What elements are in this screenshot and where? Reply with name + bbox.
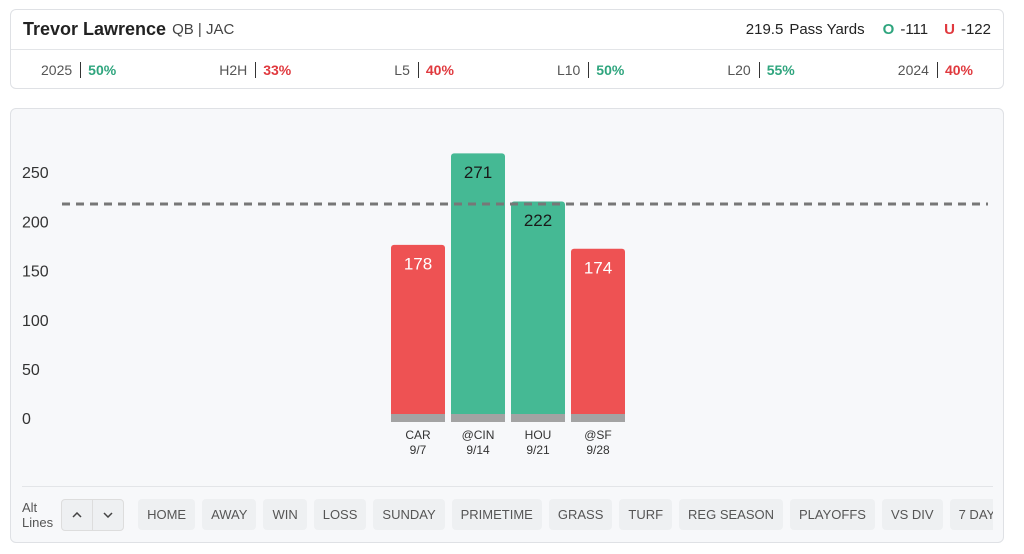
x-tick-label: CAR xyxy=(405,428,431,442)
bar-base xyxy=(571,414,625,422)
stat: L20 55% xyxy=(727,62,795,78)
stat-value: 33% xyxy=(263,62,292,78)
bar-base xyxy=(391,414,445,422)
y-tick-label: 100 xyxy=(22,313,49,330)
bar-value-label: 178 xyxy=(404,254,432,273)
market: Pass Yards xyxy=(789,21,865,38)
filter-button[interactable]: HOME xyxy=(138,499,196,530)
y-tick-label: 0 xyxy=(22,411,31,428)
filter-button[interactable]: PRIMETIME xyxy=(451,499,542,530)
x-tick-label: @CIN xyxy=(462,428,495,442)
bar xyxy=(511,201,565,422)
stat-label: 2025 xyxy=(41,62,82,78)
bar xyxy=(451,153,505,422)
filter-button[interactable]: GRASS xyxy=(548,499,613,530)
bar-value-label: 174 xyxy=(584,258,612,277)
x-tick-date: 9/28 xyxy=(586,443,610,457)
filter-button[interactable]: VS DIV xyxy=(881,499,943,530)
bar-base xyxy=(451,414,505,422)
stat-value: 50% xyxy=(88,62,117,78)
down-button[interactable] xyxy=(92,499,123,530)
filter-button[interactable]: WIN xyxy=(263,499,307,530)
line-value: 219.5 xyxy=(745,21,784,38)
filter-button[interactable]: LOSS xyxy=(313,499,367,530)
stat-label: L20 xyxy=(727,62,760,78)
filter-button[interactable]: 7 DAYS REST xyxy=(949,499,993,530)
filter-button[interactable]: SUNDAY xyxy=(373,499,445,530)
up-button[interactable] xyxy=(62,500,92,530)
x-tick-date: 9/7 xyxy=(410,443,427,457)
x-tick-date: 9/14 xyxy=(466,443,490,457)
filter-button[interactable]: REG SEASON xyxy=(679,499,784,530)
y-tick-label: 250 xyxy=(22,165,49,182)
under-odds: -122 xyxy=(960,21,991,38)
x-tick-label: @SF xyxy=(584,428,612,442)
stat-label: H2H xyxy=(219,62,257,78)
filter-button[interactable]: AWAY xyxy=(202,499,257,530)
bar-base xyxy=(511,414,565,422)
stat: H2H 33% xyxy=(219,62,291,78)
stat: 2025 50% xyxy=(41,62,116,78)
stat-value: 55% xyxy=(766,62,795,78)
stat: L5 40% xyxy=(394,62,454,78)
player-name: Trevor Lawrence xyxy=(23,19,167,39)
stats-row: 2025 50% H2H 33% L5 40% L10 50% L20 55% 2024 40% xyxy=(11,50,1003,90)
stat-value: 40% xyxy=(944,62,973,78)
player-position: QB | JAC xyxy=(172,21,235,38)
alt-lines-label: Alt Lines xyxy=(22,499,54,530)
x-tick-label: HOU xyxy=(525,428,552,442)
divider xyxy=(22,486,993,487)
x-tick-date: 9/21 xyxy=(526,443,550,457)
alt-line-stepper xyxy=(61,498,125,531)
y-tick-label: 200 xyxy=(22,214,49,231)
header: Trevor Lawrence QB | JAC 219.5 Pass Yard… xyxy=(11,10,1003,50)
stat-value: 50% xyxy=(596,62,625,78)
stat: 2024 40% xyxy=(898,62,973,78)
stat-value: 40% xyxy=(425,62,454,78)
stat-label: 2024 xyxy=(898,62,938,78)
over-label: O xyxy=(882,21,895,38)
y-tick-label: 150 xyxy=(22,264,49,281)
stat-label: L10 xyxy=(557,62,590,78)
bar-value-label: 271 xyxy=(464,163,492,182)
chart-card xyxy=(10,108,1004,543)
over-odds: -111 xyxy=(900,21,929,38)
line-info: 219.5 Pass Yards O -111 U -122 xyxy=(746,21,991,38)
filter-button[interactable]: TURF xyxy=(619,499,673,530)
bar-value-label: 222 xyxy=(524,211,552,230)
filter-bar: Alt Lines HOME AWAY WIN LOSS SUNDAY PRIMETIME… xyxy=(22,498,993,531)
y-tick-label: 50 xyxy=(22,362,40,379)
stat-label: L5 xyxy=(394,62,419,78)
filter-button[interactable]: PLAYOFFS xyxy=(790,499,875,530)
bar xyxy=(571,248,625,422)
stat: L10 50% xyxy=(557,62,624,78)
summary-card: Trevor Lawrence QB | JAC 219.5 Pass Yard… xyxy=(10,9,1004,89)
bar xyxy=(391,244,445,422)
under-label: U xyxy=(944,21,955,38)
